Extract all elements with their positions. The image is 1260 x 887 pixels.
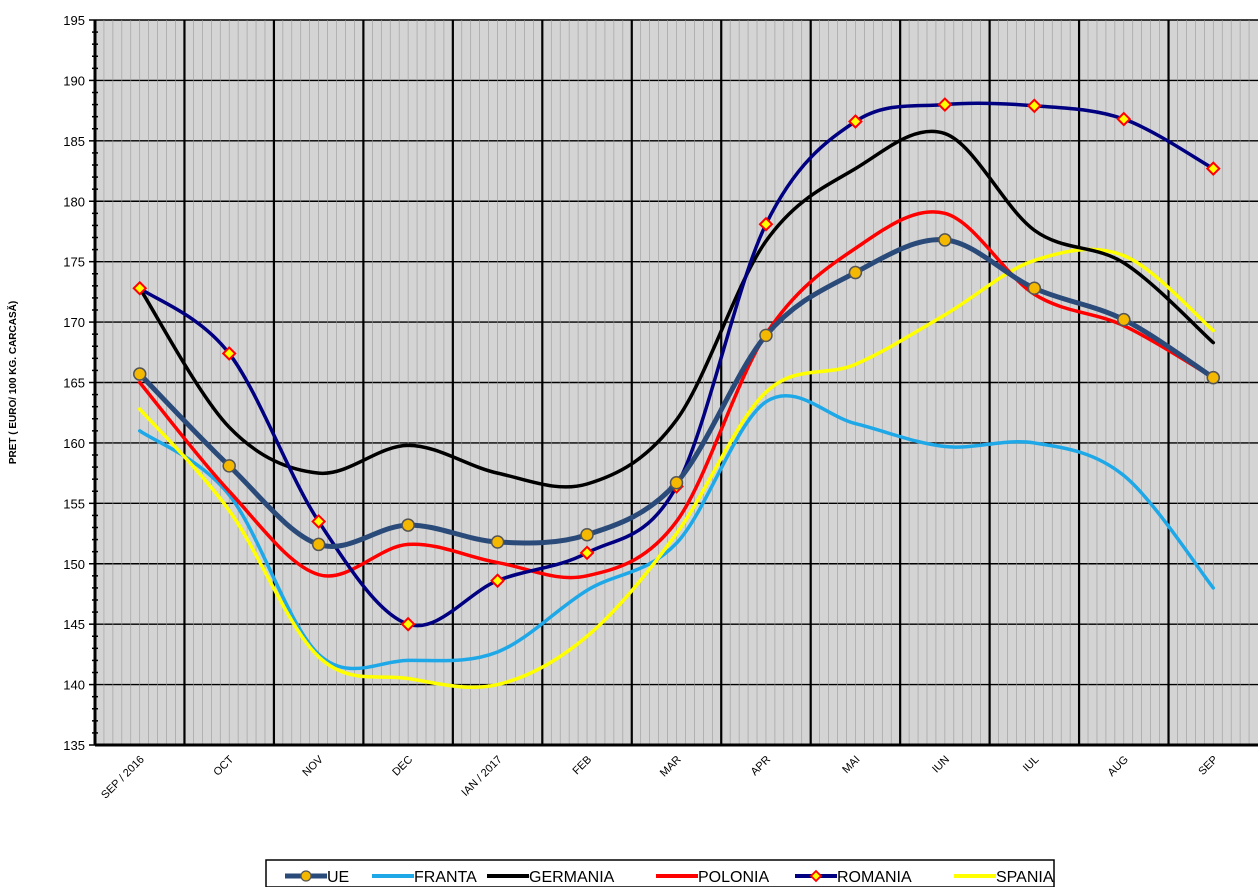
y-tick-label: 160 bbox=[63, 436, 85, 451]
data-point-romania bbox=[579, 545, 595, 561]
x-tick-label: FEB bbox=[571, 754, 595, 778]
series-line-franta bbox=[137, 394, 1216, 671]
series-ue bbox=[132, 233, 1221, 552]
x-tick-label: NOV bbox=[300, 753, 326, 779]
data-point-romania bbox=[221, 346, 237, 361]
y-tick-label: 155 bbox=[63, 496, 85, 511]
y-tick-label: 140 bbox=[63, 678, 85, 693]
y-tick-label: 145 bbox=[63, 617, 85, 632]
legend-box bbox=[265, 859, 1055, 887]
data-point-ue bbox=[580, 528, 594, 542]
series-germania bbox=[137, 129, 1216, 489]
legend-label: FRANTA bbox=[414, 869, 477, 886]
data-point-ue bbox=[1027, 281, 1042, 295]
legend-label: SPANIA bbox=[996, 869, 1054, 886]
x-tick-label: MAR bbox=[658, 754, 684, 780]
x-tick-labels: SEP / 2016 OCT NOV DEC IAN / 2017 FEB MAR APR MA… bbox=[99, 753, 1220, 801]
y-tick-label: 175 bbox=[63, 255, 85, 270]
data-point-romania bbox=[1026, 98, 1042, 114]
legend-label: ROMANIA bbox=[837, 869, 912, 886]
data-point-ue bbox=[401, 518, 415, 532]
y-tick-labels: 135 140 145 150 155 160 165 170 175 180 185 190 195 bbox=[63, 13, 85, 753]
data-point-romania bbox=[490, 573, 505, 589]
y-tick-label: 195 bbox=[63, 13, 85, 28]
legend-label: POLONIA bbox=[698, 869, 769, 886]
data-point-ue bbox=[759, 328, 773, 343]
x-tick-label: APR bbox=[749, 754, 774, 779]
series-line-spania bbox=[137, 247, 1216, 690]
y-tick-label: 135 bbox=[63, 738, 85, 753]
x-tick-label: IUL bbox=[1021, 754, 1042, 775]
legend-item-germania: GERMANIA bbox=[487, 869, 615, 886]
data-point-ue bbox=[132, 367, 147, 381]
legend-marker bbox=[300, 870, 312, 882]
y-tick-label: 180 bbox=[63, 194, 85, 209]
series-spania bbox=[137, 247, 1216, 690]
y-tick-label: 190 bbox=[63, 73, 85, 88]
data-point-romania bbox=[758, 216, 774, 232]
data-point-romania bbox=[132, 280, 148, 296]
legend-item-polonia: POLONIA bbox=[656, 869, 769, 886]
series-franta bbox=[137, 394, 1216, 671]
x-tick-label: SEP / 2016 bbox=[99, 754, 147, 802]
y-tick-label: 170 bbox=[63, 315, 85, 330]
data-point-romania bbox=[848, 114, 863, 129]
x-tick-label: SEP bbox=[1196, 754, 1220, 778]
y-tick-label: 185 bbox=[63, 134, 85, 149]
data-point-ue bbox=[311, 537, 326, 552]
data-point-ue bbox=[1206, 370, 1221, 385]
data-point-romania bbox=[311, 514, 327, 529]
x-tick-label: MAI bbox=[840, 754, 862, 776]
data-point-ue bbox=[848, 265, 863, 280]
y-tick-label: 165 bbox=[63, 376, 85, 391]
x-tick-label: DEC bbox=[390, 754, 415, 779]
x-tick-label: IAN / 2017 bbox=[459, 754, 504, 799]
legend-item-ue: UE bbox=[285, 869, 349, 886]
data-point-romania bbox=[1116, 111, 1132, 127]
series-layer bbox=[132, 97, 1221, 690]
legend-marker bbox=[809, 869, 823, 883]
data-point-ue bbox=[938, 233, 952, 247]
legend-item-romania: ROMANIA bbox=[795, 869, 912, 886]
data-point-romania bbox=[400, 616, 416, 632]
legend: UE FRANTA GERMANIA POLONIA ROMANIA SPANIA bbox=[265, 859, 1055, 887]
x-tick-label: AUG bbox=[1106, 754, 1131, 779]
axes bbox=[89, 19, 1258, 747]
data-point-romania bbox=[937, 97, 953, 112]
legend-label: UE bbox=[327, 869, 349, 886]
y-tick-label: 150 bbox=[63, 557, 85, 572]
x-tick-label: IUN bbox=[930, 754, 952, 776]
data-point-ue bbox=[1117, 312, 1131, 327]
legend-item-franta: FRANTA bbox=[372, 869, 477, 886]
data-point-ue bbox=[669, 476, 684, 490]
legend-item-spania: SPANIA bbox=[954, 869, 1054, 886]
series-line-germania bbox=[137, 129, 1216, 489]
data-point-ue bbox=[490, 535, 505, 549]
y-axis-label: PRET ( EURO/ 100 KG. CARCASĂ) bbox=[6, 301, 19, 464]
data-point-ue bbox=[222, 459, 236, 473]
data-point-romania bbox=[1205, 161, 1221, 177]
x-tick-label: OCT bbox=[211, 753, 236, 778]
legend-label: GERMANIA bbox=[529, 869, 615, 886]
